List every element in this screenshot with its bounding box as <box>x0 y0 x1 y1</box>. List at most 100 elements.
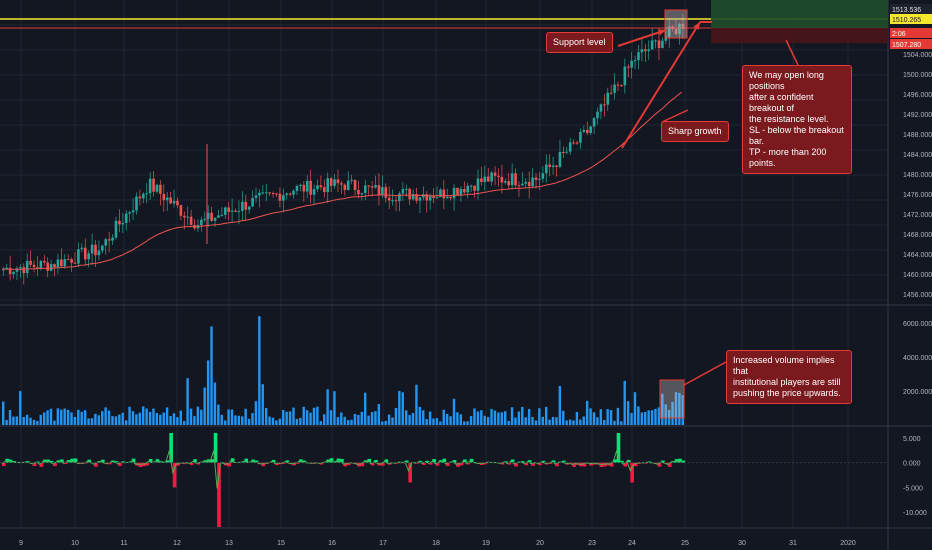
oscillator-bar <box>49 460 54 463</box>
volume-bar <box>316 406 319 425</box>
oscillator-bar <box>370 462 375 466</box>
candle-body <box>2 269 5 271</box>
candle-body <box>22 267 26 274</box>
candle-body <box>415 194 418 201</box>
volume-bar <box>87 418 90 425</box>
candle-body <box>254 195 258 198</box>
volume-bar <box>582 416 585 425</box>
volume-bar <box>394 407 398 425</box>
time-tick-label: 30 <box>738 540 746 547</box>
volume-bar <box>640 412 644 425</box>
growth-note-connector <box>661 109 689 123</box>
candle-body <box>367 185 371 187</box>
volume-bar <box>309 412 312 425</box>
candle-body <box>302 184 306 192</box>
volume-bar <box>521 406 524 425</box>
candle-body <box>203 218 207 220</box>
oscillator-bar <box>360 462 365 467</box>
oscillator-bar <box>623 462 628 467</box>
volume-bar <box>661 393 664 425</box>
volume-bar <box>56 408 60 425</box>
volume-bar <box>15 416 19 425</box>
candle-body <box>459 189 463 195</box>
oscillator-bar <box>452 460 457 463</box>
volume-bar <box>234 415 237 425</box>
volume-bar <box>12 416 15 425</box>
oscillator-bar <box>292 462 296 466</box>
candle-body <box>524 181 528 184</box>
volume-bar <box>210 326 213 425</box>
oscillator-bar <box>620 460 624 463</box>
oscillator-bar <box>165 460 170 463</box>
volume-bar <box>510 407 514 425</box>
candle-body <box>363 185 367 194</box>
oscillator-bar <box>541 460 546 463</box>
oscillator-bar <box>244 458 249 463</box>
price-tick-label: 1488.000 <box>903 132 932 139</box>
volume-bar <box>439 421 442 425</box>
volume-bar <box>633 392 637 425</box>
volume-bar <box>370 412 374 425</box>
volume-bar <box>251 413 254 425</box>
candle-body <box>49 264 53 271</box>
candle-body <box>398 193 401 202</box>
candles <box>2 13 685 285</box>
oscillator-bar <box>340 458 344 463</box>
candle-body <box>445 196 449 199</box>
support-arrow <box>617 29 667 47</box>
candle-body <box>271 192 275 194</box>
volume-bar <box>469 416 473 425</box>
volume-bar <box>77 409 80 425</box>
volume-bar <box>200 409 203 425</box>
price-top-label-bg <box>890 4 932 14</box>
volume-bar <box>261 384 264 425</box>
volume-bar <box>32 419 36 425</box>
candle-body <box>514 173 517 186</box>
support-price-label-bg <box>890 39 932 49</box>
oscillator-bar <box>172 462 177 488</box>
candle-body <box>319 185 323 188</box>
volume-bar <box>179 410 182 425</box>
long-note-connector <box>785 39 799 66</box>
oscillator-bar <box>428 462 433 465</box>
candle-body <box>463 189 466 193</box>
sharp-growth-callout: Sharp growth <box>661 121 729 142</box>
volume-bar <box>203 387 206 425</box>
oscillator-bar <box>329 458 334 463</box>
candle-body <box>285 193 289 196</box>
volume-bar <box>169 415 172 425</box>
countdown-label-bg <box>890 28 932 38</box>
candle-body <box>565 151 569 153</box>
oscillator-tick-label: 0.000 <box>903 461 921 468</box>
volume-bar <box>237 415 241 425</box>
volume-bar <box>404 410 408 425</box>
candle-body <box>582 130 586 132</box>
candle-body <box>555 165 558 167</box>
candle-body <box>613 84 616 93</box>
oscillator-bar <box>445 462 450 467</box>
candle-body <box>449 196 452 199</box>
volume-bar <box>360 411 363 425</box>
growth-arrow <box>621 21 701 149</box>
time-tick-label: 2020 <box>840 540 856 547</box>
oscillator-bar <box>155 459 160 463</box>
candle-body <box>121 222 125 225</box>
volume-bar <box>401 392 404 425</box>
oscillator-bar <box>29 462 33 464</box>
volume-bar <box>66 409 70 425</box>
oscillator-bar <box>616 432 621 463</box>
candle-body <box>394 200 398 202</box>
oscillator-bar <box>456 462 460 467</box>
candle-body <box>589 126 592 134</box>
volume-bar <box>193 416 196 425</box>
candle-body <box>309 180 312 195</box>
volume-bar <box>131 411 135 425</box>
candle-body <box>15 268 19 272</box>
candle-body <box>247 206 251 210</box>
candle-body <box>343 184 347 190</box>
candle-body <box>176 200 179 206</box>
price-tick-label: 1484.000 <box>903 152 932 159</box>
candle-body <box>469 185 473 187</box>
volume-bar <box>49 408 53 425</box>
